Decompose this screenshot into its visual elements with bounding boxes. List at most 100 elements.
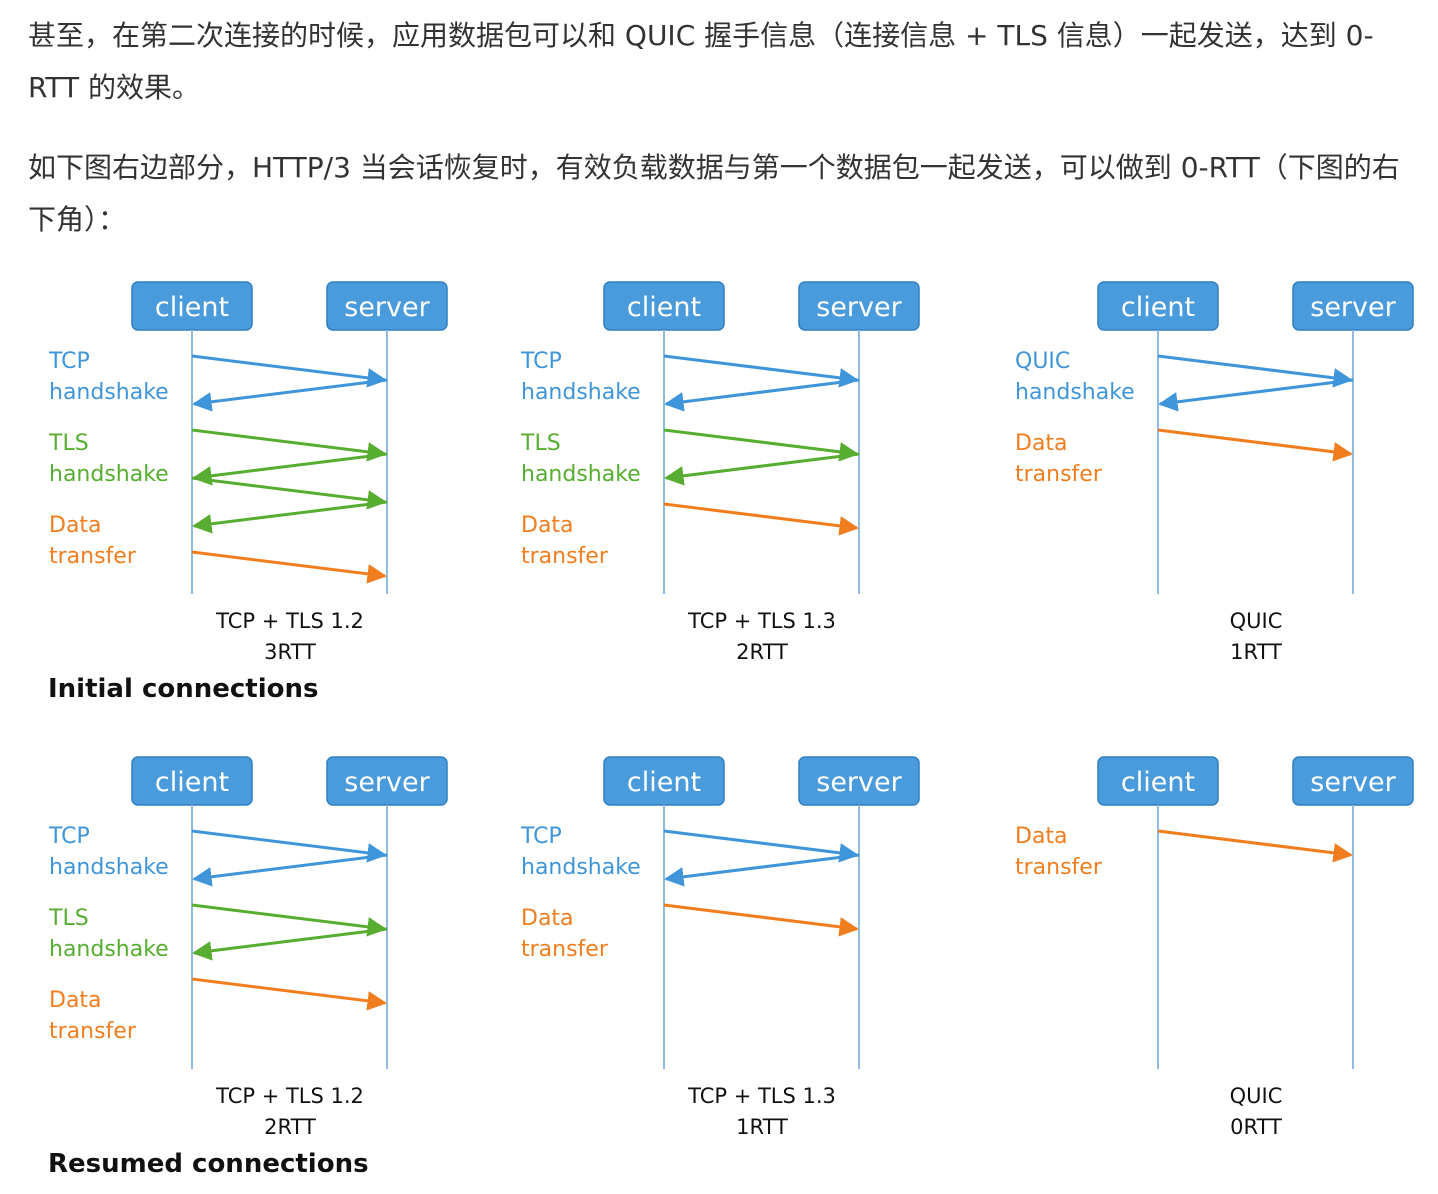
data-phase-label: Data transfer [49, 988, 137, 1044]
phase-label-line: handshake [49, 855, 169, 880]
phase-label-line: handshake [49, 937, 169, 962]
tls-message-arrow [191, 903, 387, 937]
phase-label-line: handshake [49, 462, 169, 487]
phase-label-line: transfer [49, 544, 137, 569]
panel-caption-protocol: TCP + TLS 1.3 [687, 1084, 836, 1108]
sequence-panel: client server Data transfer QUIC 0RTT [1015, 756, 1414, 1139]
data-message-arrow [1157, 428, 1353, 462]
tls-phase-label: TLS handshake [48, 906, 169, 962]
server-label: server [816, 767, 902, 798]
phase-label-line: Data [49, 513, 102, 538]
tcp-message-arrow [663, 354, 859, 388]
panel-caption-protocol: TCP + TLS 1.2 [215, 609, 364, 633]
server-label: server [344, 767, 430, 798]
sequence-panel: client server QUIC handshake Data transfer QUI… [1015, 281, 1414, 664]
panel-caption-rtt: 3RTT [264, 640, 316, 664]
panel-caption-rtt: 2RTT [264, 1115, 316, 1139]
section-resumed-connections: client server TCP handshake TLS handshake Data… [48, 756, 1414, 1179]
panel-caption-protocol: QUIC [1230, 1084, 1283, 1108]
client-label: client [155, 767, 229, 798]
sequence-panel: client server TCP handshake Data transfer TCP … [520, 756, 920, 1139]
sequence-panel: client server TCP handshake TLS handshake Data… [48, 756, 448, 1139]
tls-message-arrow [663, 428, 859, 462]
client-label: client [1121, 767, 1195, 798]
tcp-phase-label: TCP handshake [520, 824, 641, 880]
panel-caption-protocol: TCP + TLS 1.3 [687, 609, 836, 633]
tcp-message-arrow [191, 829, 387, 863]
client-box: client [1097, 756, 1219, 806]
server-label: server [816, 292, 902, 323]
tcp-message-arrow [664, 378, 860, 412]
server-box: server [798, 756, 920, 806]
tcp-message-arrow [1157, 354, 1353, 388]
tls-message-arrow [192, 452, 388, 486]
tcp-message-arrow [192, 853, 388, 887]
data-message-arrow [191, 550, 387, 584]
phase-label-line: handshake [521, 462, 641, 487]
client-box: client [131, 281, 253, 331]
phase-label-line: TCP [48, 349, 90, 374]
client-label: client [155, 292, 229, 323]
server-box: server [798, 281, 920, 331]
phase-label-line: QUIC [1015, 349, 1070, 374]
data-phase-label: Data transfer [521, 513, 609, 569]
tcp-phase-label: TCP handshake [48, 824, 169, 880]
tcp-phase-label: TCP handshake [48, 349, 169, 405]
sequence-panel: client server TCP handshake TLS handshake Data… [520, 281, 920, 664]
panel-caption-rtt: 1RTT [1230, 640, 1282, 664]
data-message-arrow [663, 502, 859, 536]
client-label: client [1121, 292, 1195, 323]
phase-label-line: transfer [521, 937, 609, 962]
tls-phase-label: TLS handshake [48, 431, 169, 487]
client-label: client [627, 292, 701, 323]
intro-paragraph: 甚至，在第二次连接的时候，应用数据包可以和 QUIC 握手信息（连接信息 + T… [28, 19, 1374, 104]
client-box: client [131, 756, 253, 806]
server-label: server [344, 292, 430, 323]
panel-caption-rtt: 1RTT [736, 1115, 788, 1139]
data-phase-label: Data transfer [49, 513, 137, 569]
phase-label-line: transfer [1015, 855, 1103, 880]
server-label: server [1310, 292, 1396, 323]
server-box: server [326, 756, 448, 806]
phase-label-line: handshake [49, 380, 169, 405]
phase-label-line: TCP [520, 824, 562, 849]
tcp-phase-label: TCP handshake [520, 349, 641, 405]
data-message-arrow [663, 903, 859, 937]
tcp-phase-label: QUIC handshake [1015, 349, 1135, 405]
phase-label-line: transfer [49, 1019, 137, 1044]
client-box: client [603, 281, 725, 331]
section-title: Resumed connections [48, 1149, 369, 1179]
sequence-panel: client server TCP handshake TLS handshake Data… [48, 281, 448, 664]
phase-label-line: handshake [521, 380, 641, 405]
section-initial-connections: client server TCP handshake TLS handshake Data… [48, 281, 1414, 704]
tls-message-arrow [192, 927, 388, 961]
tcp-message-arrow [1158, 378, 1354, 412]
tls-message-arrow [192, 500, 388, 534]
client-box: client [603, 756, 725, 806]
data-phase-label: Data transfer [521, 906, 609, 962]
data-message-arrow [191, 977, 387, 1011]
phase-label-line: Data [1015, 431, 1068, 456]
tcp-message-arrow [191, 354, 387, 388]
panel-caption-rtt: 2RTT [736, 640, 788, 664]
phase-label-line: transfer [521, 544, 609, 569]
phase-label-line: TLS [48, 431, 89, 456]
tcp-message-arrow [192, 378, 388, 412]
tls-phase-label: TLS handshake [520, 431, 641, 487]
tls-message-arrow [191, 476, 387, 510]
phase-label-line: transfer [1015, 462, 1103, 487]
phase-label-line: TLS [48, 906, 89, 931]
client-label: client [627, 767, 701, 798]
tls-message-arrow [191, 428, 387, 462]
data-message-arrow [1157, 829, 1353, 863]
tls-message-arrow [664, 452, 860, 486]
phase-label-line: handshake [1015, 380, 1135, 405]
panel-caption-protocol: QUIC [1230, 609, 1283, 633]
panel-caption-rtt: 0RTT [1230, 1115, 1282, 1139]
phase-label-line: TCP [520, 349, 562, 374]
data-phase-label: Data transfer [1015, 824, 1103, 880]
panel-caption-protocol: TCP + TLS 1.2 [215, 1084, 364, 1108]
phase-label-line: Data [1015, 824, 1068, 849]
server-box: server [1292, 281, 1414, 331]
